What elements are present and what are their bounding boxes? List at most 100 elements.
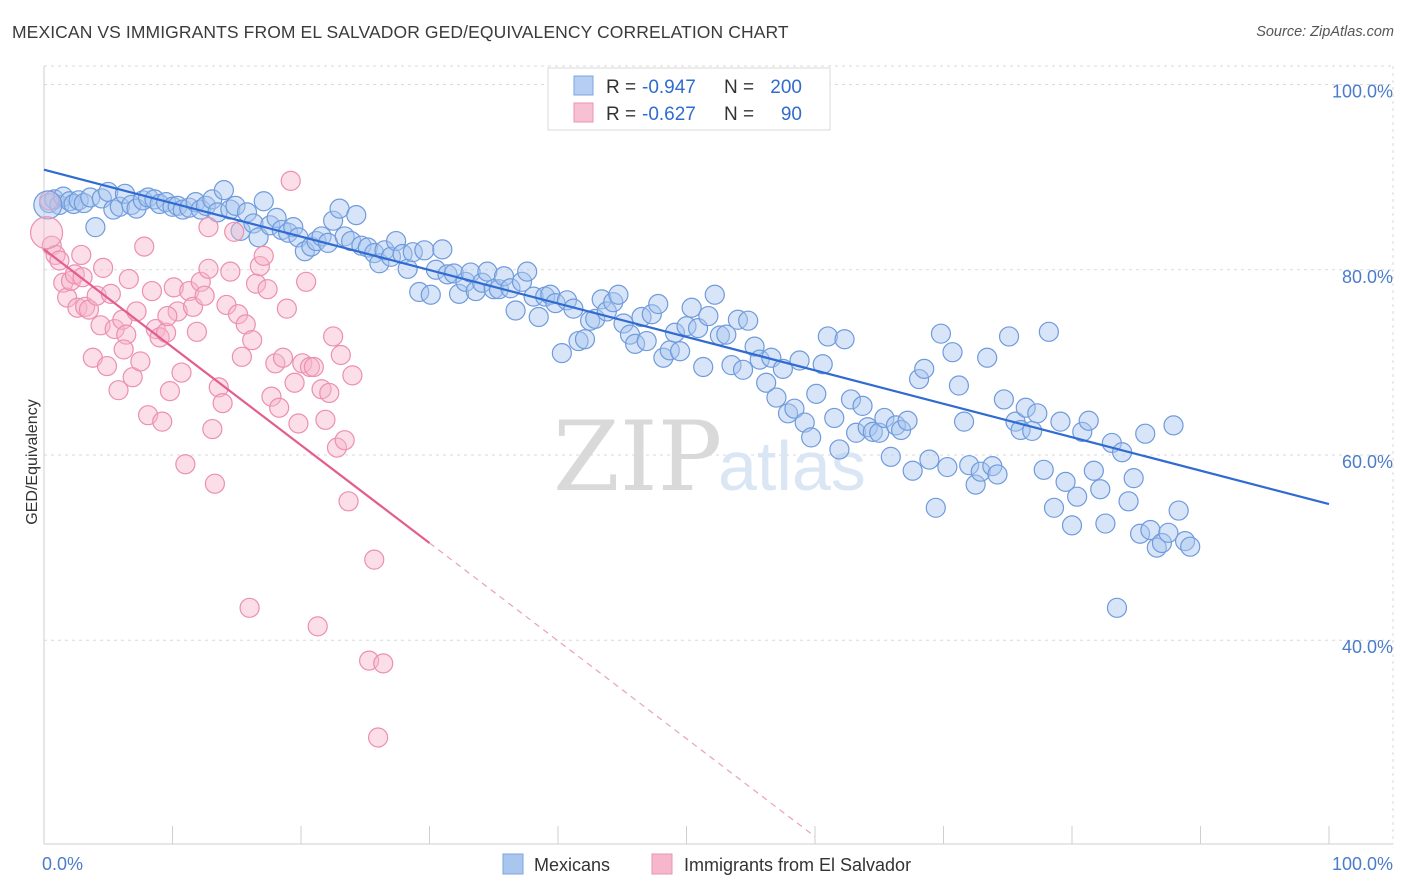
mexican-point [477, 261, 498, 282]
el-salvador-point [303, 356, 324, 378]
bottom-legend-swatch-el-salvador [651, 853, 673, 875]
el-salvador-point [204, 473, 226, 494]
mexican-point [1027, 403, 1048, 424]
el-salvador-point [93, 257, 114, 279]
el-salvador-point [334, 430, 355, 451]
mexican-point [551, 343, 572, 364]
chart-source: Source: ZipAtlas.com [1256, 24, 1394, 40]
mexican-point [1055, 471, 1076, 492]
legend-r-value-2: -0.627 [642, 104, 696, 125]
mexican-point [953, 411, 975, 432]
mexican-point [648, 293, 669, 315]
mexican-point [1078, 410, 1099, 431]
mexican-point [505, 300, 526, 321]
mexican-point [1135, 423, 1156, 444]
mexican-point [253, 191, 274, 212]
el-salvador-point [227, 304, 249, 325]
mexican-point [965, 474, 986, 495]
mexican-point [563, 298, 584, 319]
mexican-point [817, 326, 838, 347]
mexican-point [846, 422, 867, 443]
mexican-point [1033, 459, 1054, 480]
el-salvador-point [157, 305, 178, 327]
mexican-point [1130, 523, 1151, 544]
x-tick-label: 100.0% [1332, 854, 1393, 874]
el-salvador-point [364, 549, 385, 570]
el-salvador-point [208, 377, 229, 398]
mexican-point [1118, 491, 1139, 512]
bottom-legend-label-mexicans: Mexicans [534, 855, 610, 875]
mexican-point [608, 284, 629, 305]
el-salvador-point [163, 277, 184, 298]
mexican-point [1106, 597, 1128, 618]
mexican-point [1050, 411, 1071, 432]
mexican-point [432, 239, 453, 260]
el-salvador-point [159, 380, 181, 402]
mexican-point [784, 398, 805, 419]
el-salvador-trend-extension [429, 542, 816, 838]
mexican-point [948, 375, 970, 396]
el-salvador-point [239, 597, 260, 618]
mexican-point [1151, 532, 1173, 554]
mexican-point [385, 230, 407, 252]
el-salvador-point [269, 397, 290, 418]
mexican-point [766, 387, 787, 408]
el-salvador-point [212, 393, 233, 414]
mexican-point [812, 354, 833, 375]
el-salvador-point [116, 324, 137, 345]
mexican-point [914, 358, 935, 379]
el-salvador-point [249, 255, 270, 277]
mexican-point [225, 195, 246, 216]
bottom-legend-swatch-mexicans [502, 853, 524, 875]
mexican-point [829, 439, 850, 460]
el-salvador-point [60, 270, 82, 291]
trend-layer [43, 168, 1330, 838]
legend-n-value-2: 90 [781, 104, 802, 125]
mexican-point [1095, 513, 1116, 534]
legend-r-value-1: -0.947 [642, 77, 696, 98]
el-salvador-point [175, 454, 196, 475]
mexican-point [919, 449, 940, 470]
mexican-point [409, 281, 430, 303]
mexican-point [732, 359, 754, 380]
mexican-point [993, 389, 1014, 410]
mexican-point [704, 284, 725, 305]
bottom-legend: Mexicans Immigrants from El Salvador [502, 853, 911, 875]
mexican-point [1043, 497, 1065, 518]
mexican-point [937, 456, 958, 478]
mexican-point [624, 333, 646, 354]
mexican-point [528, 306, 549, 328]
el-salvador-point [272, 347, 294, 368]
el-salvador-point [141, 280, 163, 302]
mexican-point [460, 262, 481, 283]
mexican-point [283, 217, 304, 238]
el-salvador-point [342, 365, 363, 386]
mexican-point [744, 336, 765, 357]
mexican-point [323, 210, 344, 231]
mexican-point [1061, 515, 1083, 536]
mexicans-trend-line [43, 168, 1330, 506]
el-salvador-point [257, 279, 278, 300]
legend-n-label-2: N = [724, 104, 759, 125]
el-salvador-point [152, 411, 173, 432]
mexican-point [85, 217, 106, 238]
el-salvador-point [307, 616, 328, 637]
watermark-zip: ZIP [553, 401, 722, 513]
mexican-point [1072, 421, 1093, 442]
mexican-point [414, 240, 435, 261]
mexican-point [959, 455, 980, 476]
mexican-point [738, 310, 759, 331]
y-tick-label: 100.0% [1332, 82, 1393, 102]
mexican-point [1038, 321, 1059, 342]
el-salvador-point [276, 298, 297, 319]
el-salvador-point [53, 272, 74, 293]
watermark: ZIP atlas [553, 401, 866, 513]
el-salvador-point [186, 321, 208, 342]
mexican-point [862, 421, 883, 442]
mexican-point [794, 412, 815, 433]
mexican-point [1168, 500, 1189, 521]
mexican-point [591, 289, 612, 310]
mexican-point [511, 271, 533, 292]
mexican-point [80, 187, 101, 208]
